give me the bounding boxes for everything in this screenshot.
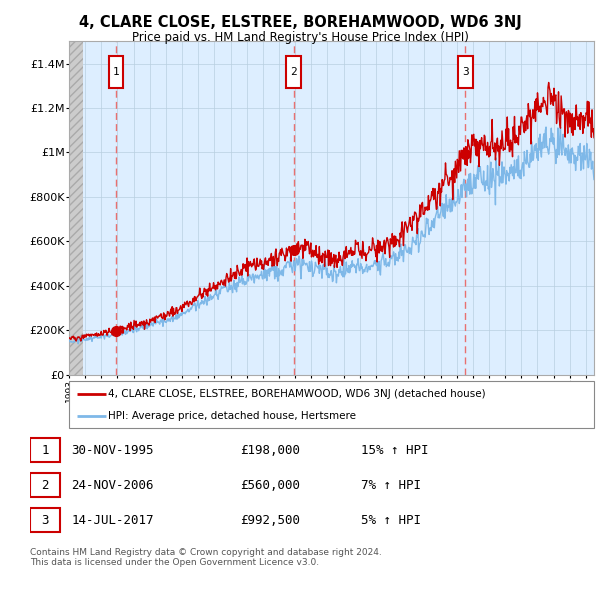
Text: Contains HM Land Registry data © Crown copyright and database right 2024.
This d: Contains HM Land Registry data © Crown c…	[30, 548, 382, 567]
Bar	[30, 508, 61, 532]
Bar	[30, 473, 61, 497]
Text: 14-JUL-2017: 14-JUL-2017	[71, 514, 154, 527]
Text: 3: 3	[41, 514, 49, 527]
Text: 15% ↑ HPI: 15% ↑ HPI	[361, 444, 428, 457]
Text: 1: 1	[41, 444, 49, 457]
Text: 5% ↑ HPI: 5% ↑ HPI	[361, 514, 421, 527]
Bar	[30, 438, 61, 463]
Text: HPI: Average price, detached house, Hertsmere: HPI: Average price, detached house, Hert…	[109, 411, 356, 421]
Bar	[458, 57, 473, 88]
Bar	[109, 57, 124, 88]
Text: 30-NOV-1995: 30-NOV-1995	[71, 444, 154, 457]
Text: 4, CLARE CLOSE, ELSTREE, BOREHAMWOOD, WD6 3NJ (detached house): 4, CLARE CLOSE, ELSTREE, BOREHAMWOOD, WD…	[109, 389, 486, 399]
Text: Price paid vs. HM Land Registry's House Price Index (HPI): Price paid vs. HM Land Registry's House …	[131, 31, 469, 44]
Text: 24-NOV-2006: 24-NOV-2006	[71, 478, 154, 492]
Bar	[286, 57, 301, 88]
Text: 7% ↑ HPI: 7% ↑ HPI	[361, 478, 421, 492]
Text: £560,000: £560,000	[240, 478, 300, 492]
Text: 1: 1	[113, 67, 119, 77]
Text: 2: 2	[290, 67, 297, 77]
Text: £992,500: £992,500	[240, 514, 300, 527]
Text: £198,000: £198,000	[240, 444, 300, 457]
Text: 3: 3	[462, 67, 469, 77]
Text: 2: 2	[41, 478, 49, 492]
Text: 4, CLARE CLOSE, ELSTREE, BOREHAMWOOD, WD6 3NJ: 4, CLARE CLOSE, ELSTREE, BOREHAMWOOD, WD…	[79, 15, 521, 30]
